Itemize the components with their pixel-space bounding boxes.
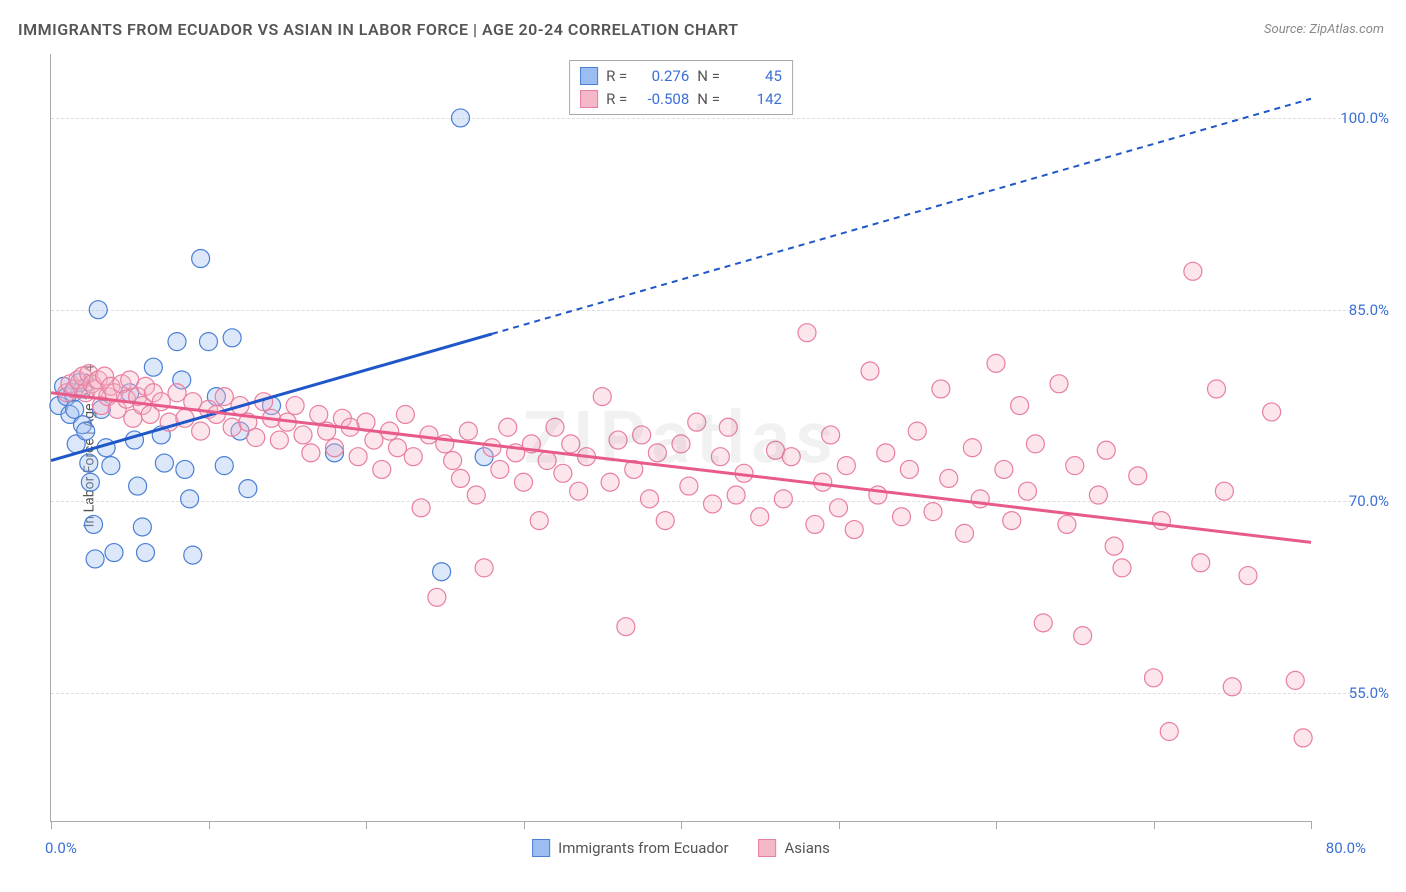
r-value-asians: -0.508 bbox=[635, 88, 689, 111]
x-axis-min-label: 0.0% bbox=[45, 839, 77, 857]
r-label: R = bbox=[606, 88, 627, 111]
correlation-legend: R = 0.276 N = 45 R = -0.508 N = 142 bbox=[569, 60, 793, 115]
swatch-asians bbox=[759, 839, 777, 857]
source-attribution: Source: ZipAtlas.com bbox=[1264, 22, 1384, 37]
series-legend: Immigrants from Ecuador Asians bbox=[532, 839, 830, 857]
n-value-ecuador: 45 bbox=[728, 65, 782, 88]
x-tick bbox=[1311, 821, 1312, 829]
y-tick-label: 100.0% bbox=[1340, 109, 1389, 127]
y-tick-label: 70.0% bbox=[1349, 492, 1389, 510]
x-tick bbox=[209, 821, 210, 829]
x-tick bbox=[366, 821, 367, 829]
chart-title: IMMIGRANTS FROM ECUADOR VS ASIAN IN LABO… bbox=[18, 20, 739, 39]
series-legend-item: Immigrants from Ecuador bbox=[532, 839, 728, 857]
y-tick-label: 55.0% bbox=[1349, 684, 1389, 702]
r-value-ecuador: 0.276 bbox=[635, 65, 689, 88]
n-value-asians: 142 bbox=[728, 88, 782, 111]
chart-container: IMMIGRANTS FROM ECUADOR VS ASIAN IN LABO… bbox=[0, 0, 1406, 892]
x-tick bbox=[996, 821, 997, 829]
r-label: R = bbox=[606, 65, 627, 88]
x-tick bbox=[1154, 821, 1155, 829]
correlation-legend-row: R = -0.508 N = 142 bbox=[580, 88, 782, 111]
correlation-legend-row: R = 0.276 N = 45 bbox=[580, 65, 782, 88]
regression-line bbox=[51, 334, 492, 461]
plot-area: ZIPatlas R = 0.276 N = 45 R = -0.508 N =… bbox=[50, 54, 1311, 822]
series-label-ecuador: Immigrants from Ecuador bbox=[558, 839, 728, 857]
series-legend-item: Asians bbox=[759, 839, 830, 857]
x-tick bbox=[51, 821, 52, 829]
x-tick bbox=[839, 821, 840, 829]
x-tick bbox=[681, 821, 682, 829]
regression-lines-layer bbox=[51, 54, 1311, 821]
x-tick bbox=[524, 821, 525, 829]
swatch-ecuador bbox=[580, 67, 598, 85]
n-label: N = bbox=[697, 88, 720, 111]
regression-line-extrapolated bbox=[492, 99, 1311, 334]
swatch-asians bbox=[580, 90, 598, 108]
n-label: N = bbox=[697, 65, 720, 88]
series-label-asians: Asians bbox=[785, 839, 830, 857]
x-axis-max-label: 80.0% bbox=[1326, 839, 1366, 857]
y-tick-label: 85.0% bbox=[1349, 301, 1389, 319]
regression-line bbox=[51, 393, 1311, 543]
swatch-ecuador bbox=[532, 839, 550, 857]
